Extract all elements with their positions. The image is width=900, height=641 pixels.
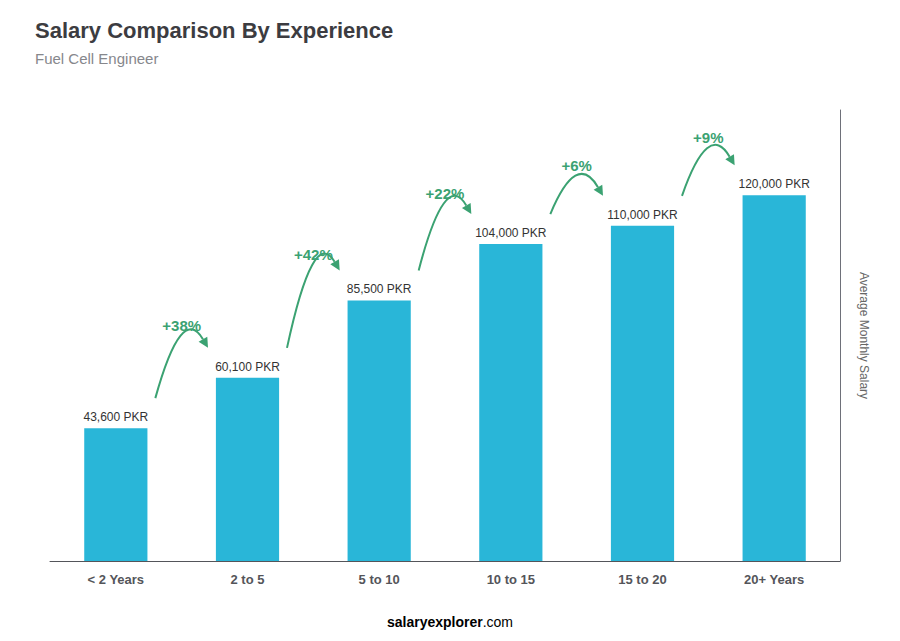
svg-text:85,500 PKR: 85,500 PKR (347, 282, 412, 296)
svg-text:+9%: +9% (693, 129, 723, 146)
svg-text:+6%: +6% (561, 157, 591, 174)
svg-text:Salary Comparison By Experienc: Salary Comparison By Experience (35, 18, 393, 43)
svg-text:salary: salary (387, 614, 428, 630)
svg-text:120,000 PKR: 120,000 PKR (738, 177, 810, 191)
svg-text:5 to 10: 5 to 10 (359, 572, 400, 587)
svg-text:explorer: explorer (427, 614, 483, 630)
svg-text:.com: .com (483, 614, 513, 630)
svg-text:104,000 PKR: 104,000 PKR (475, 226, 547, 240)
svg-text:15 to 20: 15 to 20 (618, 572, 666, 587)
svg-text:110,000 PKR: 110,000 PKR (607, 208, 678, 222)
svg-text:20+ Years: 20+ Years (744, 572, 804, 587)
svg-text:+42%: +42% (294, 246, 333, 263)
svg-text:< 2 Years: < 2 Years (88, 572, 145, 587)
svg-text:+22%: +22% (426, 185, 465, 202)
svg-text:43,600 PKR: 43,600 PKR (83, 410, 148, 424)
svg-text:10 to 15: 10 to 15 (487, 572, 535, 587)
svg-text:Average Monthly Salary: Average Monthly Salary (857, 272, 871, 399)
svg-text:60,100 PKR: 60,100 PKR (215, 360, 280, 374)
svg-text:2 to 5: 2 to 5 (231, 572, 265, 587)
svg-text:Fuel Cell Engineer: Fuel Cell Engineer (35, 50, 158, 67)
svg-text:+38%: +38% (162, 317, 201, 334)
